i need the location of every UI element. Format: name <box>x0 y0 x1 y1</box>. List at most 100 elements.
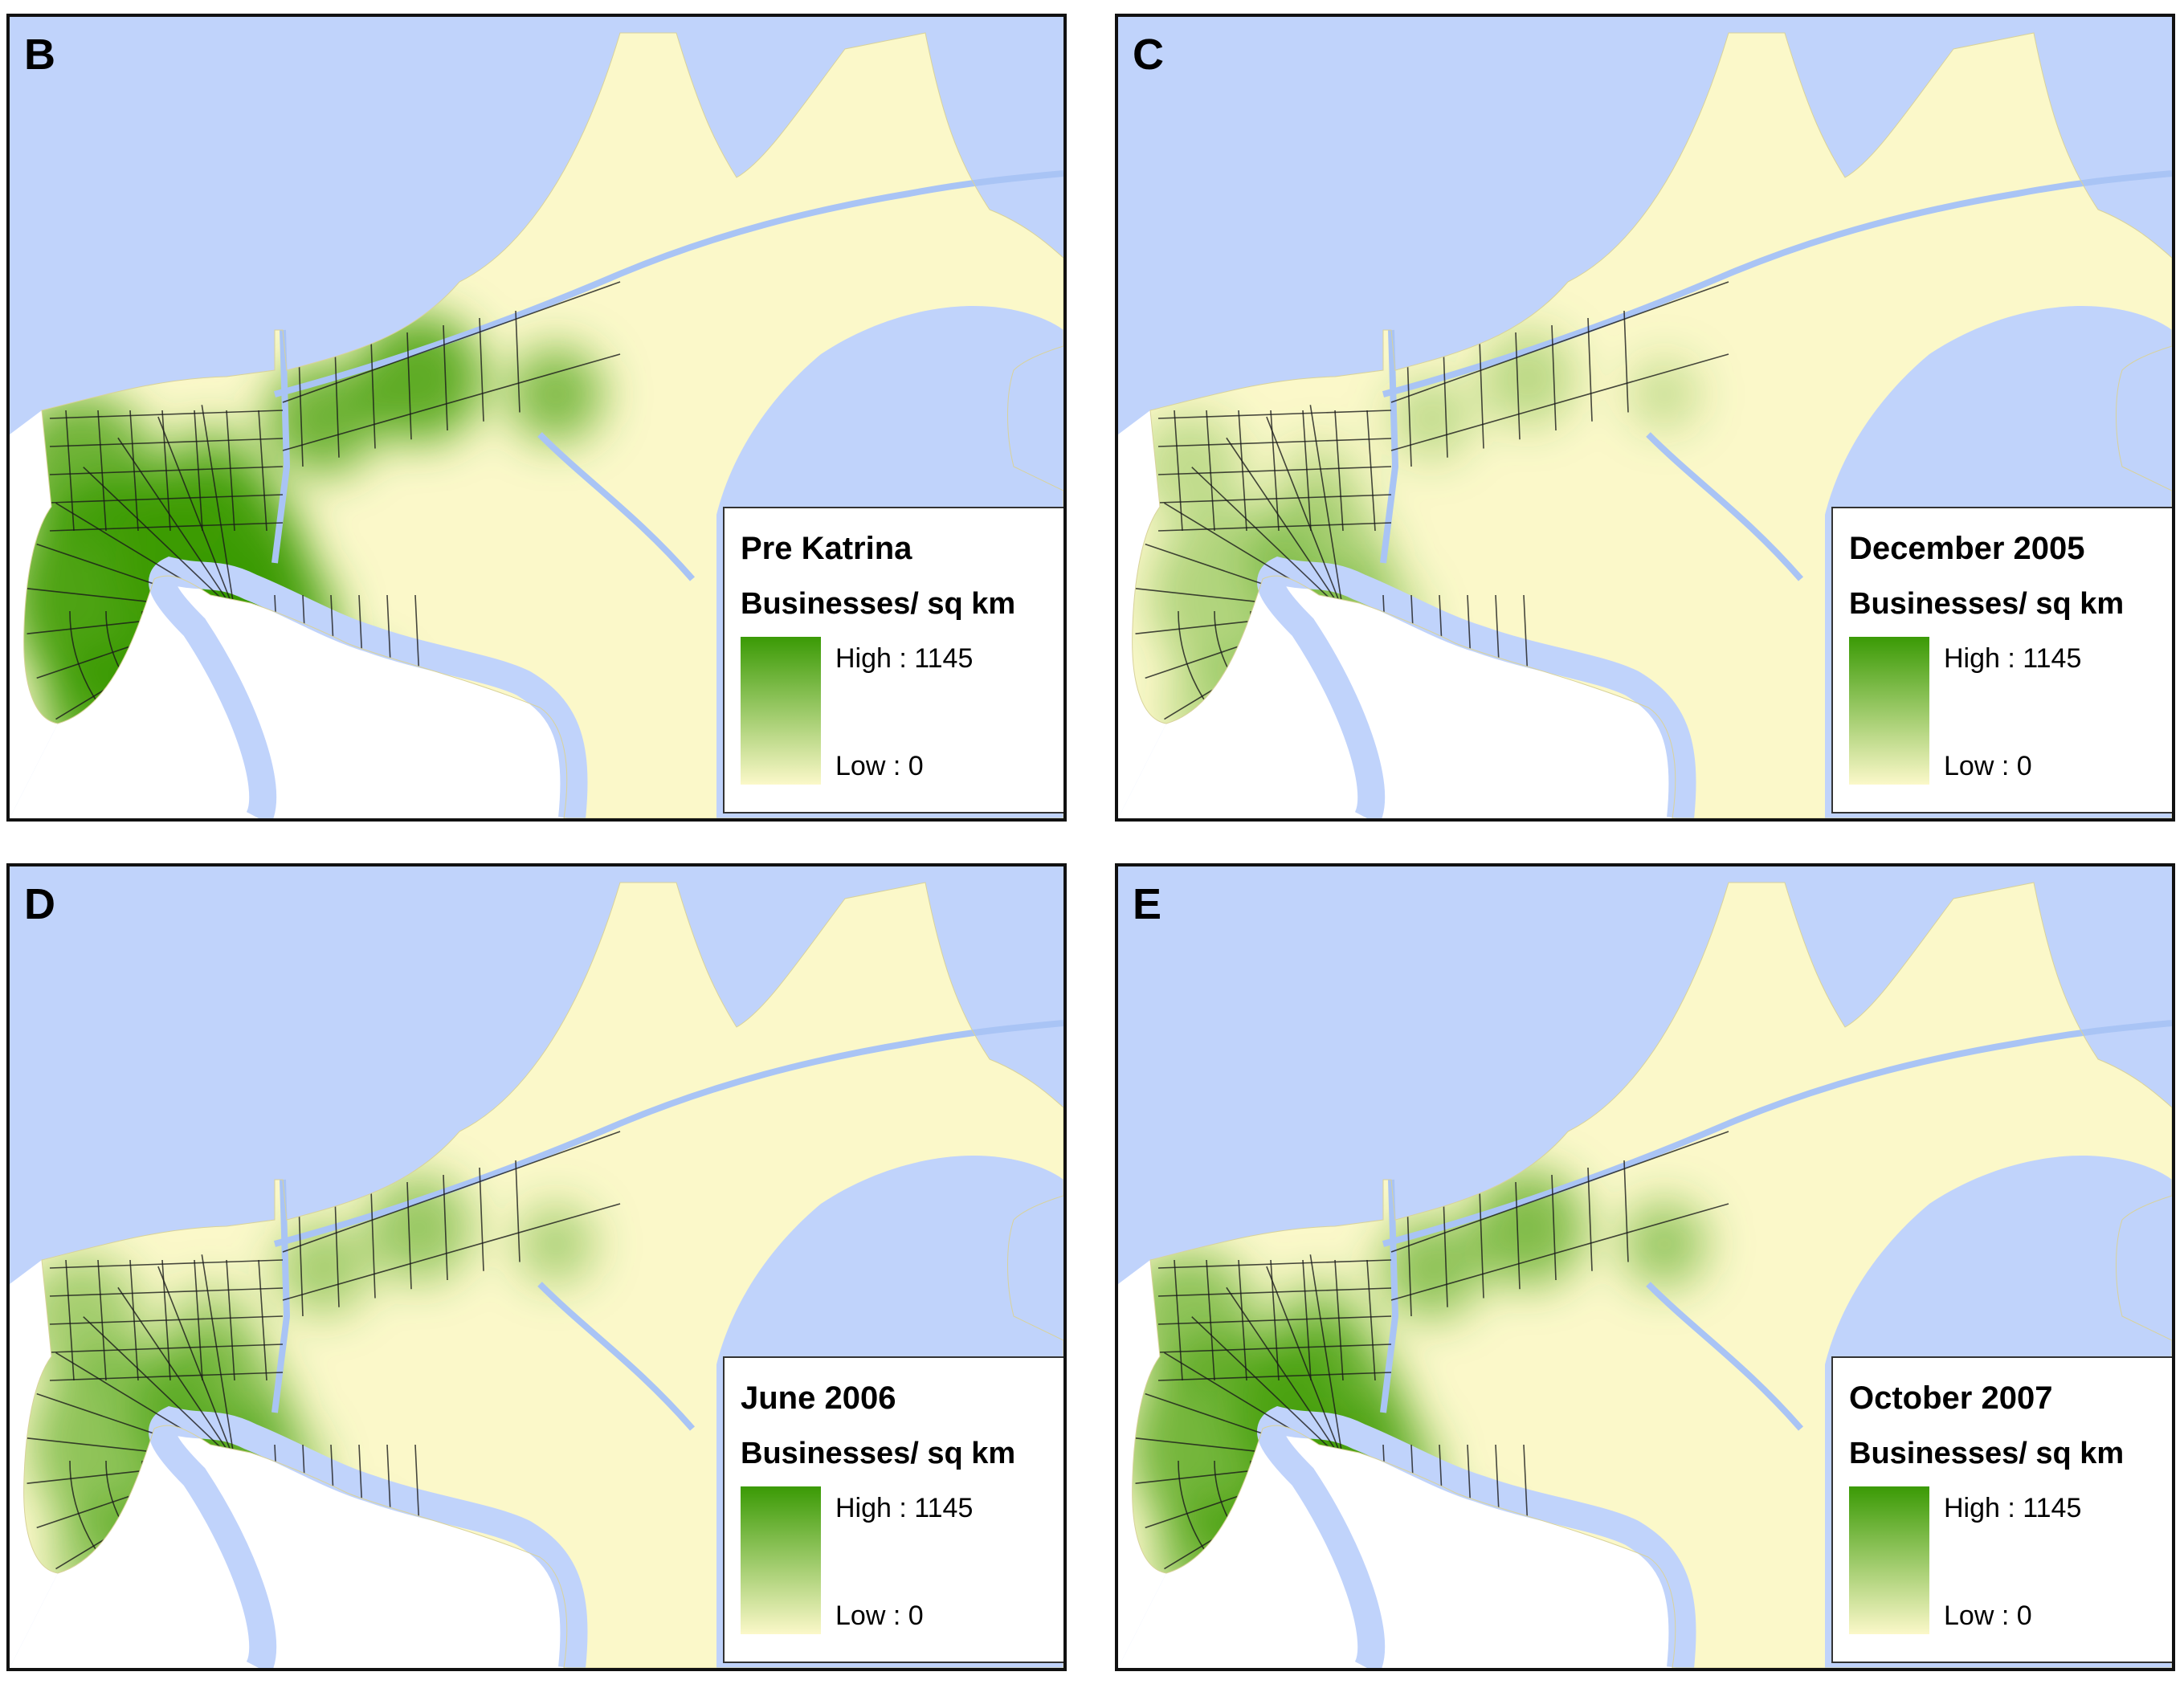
tract-boundary <box>298 353 304 467</box>
tract-boundary <box>1157 1287 1392 1297</box>
density-hotspot <box>276 1221 370 1315</box>
tract-boundary <box>1479 339 1484 449</box>
tract-boundary <box>117 437 235 612</box>
tract-boundary <box>1226 1286 1344 1462</box>
map-panel-c: C December 2005 Businesses/ sq km High :… <box>1115 14 2175 822</box>
tract-boundary <box>1334 1259 1344 1381</box>
tract-boundary <box>49 1315 284 1325</box>
tract-boundary <box>65 1259 75 1381</box>
tract-boundary <box>1206 410 1215 532</box>
tract-boundary <box>1157 466 1392 475</box>
legend-subtitle: Businesses/ sq km <box>741 1437 1016 1470</box>
tract-boundary <box>1390 281 1729 403</box>
canal <box>271 1179 291 1413</box>
tract-boundary <box>1587 317 1593 422</box>
tract-boundary <box>49 1259 284 1269</box>
tract-boundary <box>1390 1131 1729 1253</box>
legend-low-label: Low : 0 <box>835 1600 924 1631</box>
legend-subtitle: Businesses/ sq km <box>1849 1437 2125 1470</box>
map-panel-d: D June 2006 Businesses/ sq km High : 114… <box>6 863 1067 1671</box>
tract-boundary <box>1174 410 1183 532</box>
tract-boundary <box>443 324 448 431</box>
land-outline <box>1132 32 2172 818</box>
tract-boundary <box>97 410 107 532</box>
tract-boundary <box>1551 324 1557 431</box>
color-ramp <box>741 637 821 785</box>
outside-area <box>1118 410 1166 818</box>
land-outline <box>23 32 1063 818</box>
legend-high-label: High : 1145 <box>835 1493 974 1523</box>
tract-boundary <box>1479 1189 1484 1299</box>
legend-high-label: High : 1145 <box>1944 643 2082 674</box>
legend-subtitle: Businesses/ sq km <box>1849 587 2125 621</box>
tract-boundary <box>49 410 284 419</box>
canal <box>1382 170 2172 398</box>
tract-boundary <box>334 1196 340 1307</box>
tract-boundary <box>258 410 267 532</box>
mississippi-river <box>149 1405 588 1668</box>
tract-boundary <box>1266 416 1344 612</box>
panel-letter: C <box>1133 31 1164 79</box>
tract-boundary <box>201 405 235 612</box>
legend-subtitle: Businesses/ sq km <box>741 587 1016 621</box>
legend: June 2006 Businesses/ sq km High : 1145 … <box>723 1356 1063 1663</box>
color-ramp <box>1849 637 1929 785</box>
color-ramp <box>1849 1486 1929 1634</box>
tract-boundary <box>370 339 376 449</box>
tract-boundary <box>1406 353 1412 467</box>
tract-boundary <box>1390 353 1729 451</box>
map-panel-e: E October 2007 Businesses/ sq km High : … <box>1115 863 2175 1671</box>
tract-boundary <box>479 317 484 422</box>
tract-boundary <box>117 1286 235 1462</box>
tract-boundary <box>1623 1160 1629 1262</box>
tract-boundary <box>1157 1259 1392 1269</box>
density-hotspot <box>1277 441 1361 524</box>
tract-boundary <box>1226 437 1344 612</box>
tract-boundary <box>194 1259 203 1381</box>
tract-boundary <box>1366 410 1376 532</box>
tract-boundary <box>157 416 235 612</box>
legend-title: October 2007 <box>1849 1380 2053 1416</box>
tract-boundary <box>1157 494 1392 504</box>
legend-title: December 2005 <box>1849 531 2085 566</box>
tract-boundary <box>258 1259 267 1381</box>
legend: October 2007 Businesses/ sq km High : 11… <box>1831 1356 2172 1663</box>
canal <box>537 1282 696 1431</box>
density-hotspot <box>1620 1200 1708 1288</box>
mississippi-river <box>1257 1405 1696 1668</box>
legend-title: Pre Katrina <box>741 531 912 566</box>
tract-boundary <box>1309 405 1344 612</box>
tract-boundary <box>1238 1259 1247 1381</box>
outside-area <box>10 410 58 818</box>
legend-high-label: High : 1145 <box>835 643 974 674</box>
tract-boundary <box>49 1372 284 1381</box>
legend-title: June 2006 <box>741 1380 896 1416</box>
tract-boundary <box>226 1259 235 1381</box>
tract-boundary <box>334 346 340 458</box>
outside-area <box>10 1260 58 1668</box>
tract-boundary <box>226 410 235 532</box>
canal <box>1646 432 1804 581</box>
tract-boundary <box>1551 1174 1557 1281</box>
legend-low-label: Low : 0 <box>835 751 924 781</box>
tract-boundary <box>282 1131 621 1253</box>
tract-boundary <box>1302 1259 1312 1381</box>
panel-letter: B <box>24 31 55 79</box>
tract-boundary <box>65 410 75 532</box>
tract-boundary <box>49 1287 284 1297</box>
tract-boundary <box>157 1266 235 1462</box>
canal <box>271 329 291 564</box>
tract-boundary <box>1515 1181 1521 1290</box>
tract-boundary <box>83 467 235 612</box>
outside-area <box>1118 1260 1166 1668</box>
map-panel-b: B Pre Katrina Businesses/ sq km High : 1… <box>6 14 1067 822</box>
tract-boundary <box>1390 1203 1729 1301</box>
tract-boundary <box>1334 410 1344 532</box>
legend-high-label: High : 1145 <box>1944 1493 2082 1523</box>
mississippi-river <box>1257 556 1696 818</box>
tract-boundary <box>1191 467 1344 612</box>
tract-boundary <box>83 1316 235 1462</box>
tract-boundary <box>1238 410 1247 532</box>
tract-boundary <box>194 410 203 532</box>
tract-boundary <box>49 438 284 447</box>
